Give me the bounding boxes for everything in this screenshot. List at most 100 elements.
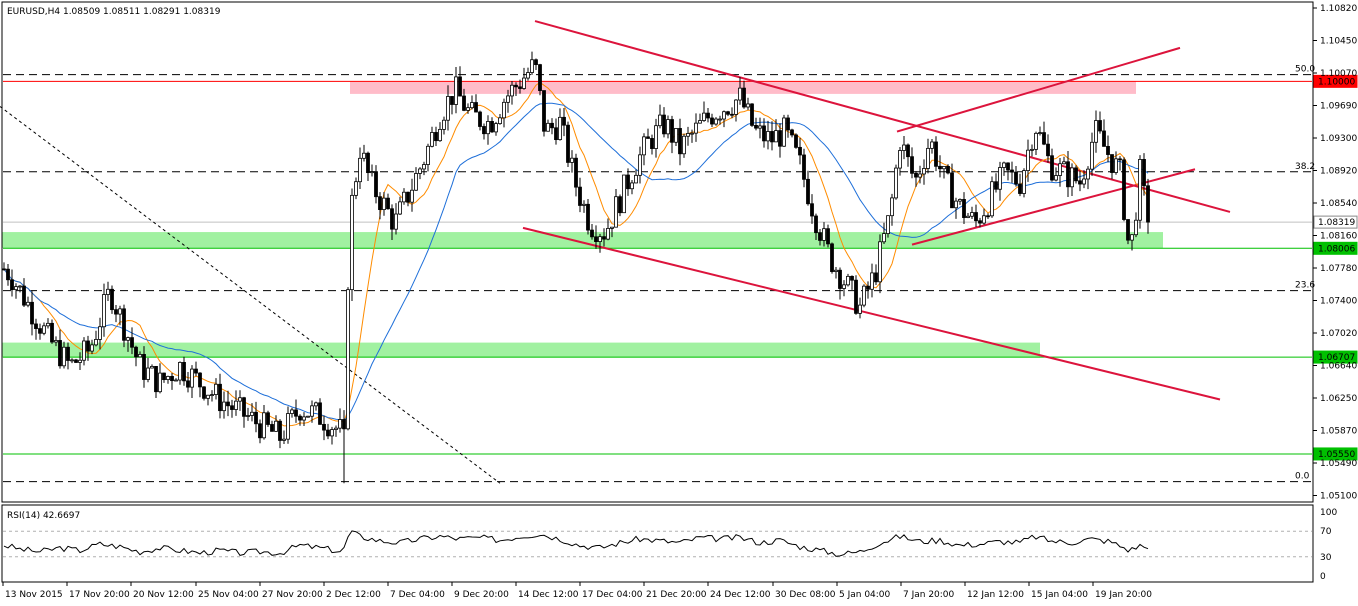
candle-body — [1006, 162, 1010, 171]
candle-body — [826, 228, 830, 245]
y-tick-label: 1.08160 — [1320, 232, 1357, 242]
candle-body — [738, 87, 742, 101]
candle-body — [574, 157, 578, 188]
candle-body — [1134, 219, 1138, 236]
candle-body — [934, 141, 938, 167]
y-tick-label: 1.07780 — [1320, 264, 1357, 274]
candle-body — [22, 285, 26, 306]
candle-body — [1074, 167, 1078, 182]
candle-body — [506, 95, 510, 103]
candle-body — [242, 397, 246, 417]
x-tick-label: 9 Dec 20:00 — [454, 590, 509, 600]
candle-body — [222, 401, 226, 412]
candle-body — [30, 301, 34, 325]
candle-body — [90, 344, 94, 352]
candle-body — [638, 154, 642, 176]
price-tag-bg-0 — [1313, 74, 1358, 88]
candle-body — [1086, 168, 1090, 180]
candle-body — [634, 174, 638, 184]
candle-body — [1062, 161, 1066, 165]
x-tick-label: 7 Jan 20:00 — [903, 590, 955, 600]
candle-body — [1138, 159, 1142, 221]
candle-body — [534, 59, 538, 66]
x-tick-label: 2 Dec 12:00 — [326, 590, 381, 600]
y-tick-label: 1.10450 — [1320, 37, 1357, 47]
candle-body — [86, 340, 90, 352]
candle-body — [722, 111, 726, 120]
candle-body — [938, 165, 942, 170]
candle-body — [590, 229, 594, 238]
candle-body — [74, 359, 78, 363]
rsi-plot-frame — [1, 504, 1314, 583]
candle-body — [62, 346, 66, 367]
candle-body — [294, 409, 298, 417]
candle-body — [390, 208, 394, 230]
candle-body — [666, 119, 670, 135]
candle-body — [330, 429, 334, 437]
candle-body — [186, 380, 190, 388]
candle-body — [850, 275, 854, 281]
candle-body — [602, 236, 606, 240]
candle-body — [882, 233, 886, 243]
candle-body — [470, 102, 474, 109]
x-tick-label: 14 Dec 12:00 — [518, 590, 579, 600]
candle-body — [994, 181, 998, 190]
candle-body — [1014, 171, 1018, 185]
x-tick-label: 7 Dec 04:00 — [390, 590, 445, 600]
x-tick-label: 5 Jan 04:00 — [839, 590, 891, 600]
candle-body — [210, 394, 214, 396]
candle-body — [486, 121, 490, 135]
chart-title: EURUSD,H4 1.08509 1.08511 1.08291 1.0831… — [7, 7, 221, 17]
candle-body — [82, 340, 86, 361]
price-tag-0: 1.10000 — [1318, 77, 1355, 87]
price-tag-bg-2 — [1313, 241, 1358, 255]
candle-body — [2, 268, 6, 271]
candle-body — [782, 117, 786, 147]
candle-body — [1066, 161, 1070, 188]
candle-body — [238, 397, 242, 402]
candle-body — [1126, 219, 1130, 241]
candle-body — [718, 118, 722, 121]
y-tick-label: 1.09690 — [1320, 102, 1357, 112]
candle-body — [786, 117, 790, 131]
candle-body — [250, 411, 254, 416]
x-tick-label: 20 Nov 12:00 — [133, 590, 194, 600]
candle-body — [682, 135, 686, 155]
candle-body — [158, 372, 162, 393]
candle-body — [542, 90, 546, 132]
candle-body — [818, 232, 822, 241]
x-tick-label: 17 Dec 04:00 — [582, 590, 643, 600]
candle-body — [206, 394, 210, 399]
candle-body — [198, 372, 202, 388]
candle-body — [118, 308, 122, 315]
candle-body — [1106, 145, 1110, 155]
candle-body — [862, 285, 866, 306]
candle-body — [910, 156, 914, 174]
candle-body — [702, 112, 706, 121]
candle-body — [34, 323, 38, 329]
candle-body — [26, 301, 30, 306]
candle-body — [1142, 159, 1146, 187]
candle-body — [530, 59, 534, 73]
candle-body — [10, 279, 14, 291]
candle-body — [254, 411, 258, 425]
candle-body — [518, 86, 522, 89]
candle-body — [378, 196, 382, 210]
candle-body — [494, 123, 498, 133]
candle-body — [134, 346, 138, 358]
candle-body — [154, 365, 158, 393]
candle-body — [214, 383, 218, 395]
candle-body — [554, 127, 558, 141]
candle-body — [422, 164, 426, 170]
candle-body — [1030, 148, 1034, 151]
candle-body — [166, 376, 170, 381]
candle-body — [302, 416, 306, 421]
candle-body — [894, 167, 898, 199]
candle-body — [566, 124, 570, 163]
candle-body — [790, 129, 794, 136]
candle-body — [1098, 120, 1102, 132]
candle-body — [1122, 159, 1126, 220]
candle-body — [1034, 132, 1038, 150]
price-tag-3: 1.06707 — [1318, 353, 1355, 363]
